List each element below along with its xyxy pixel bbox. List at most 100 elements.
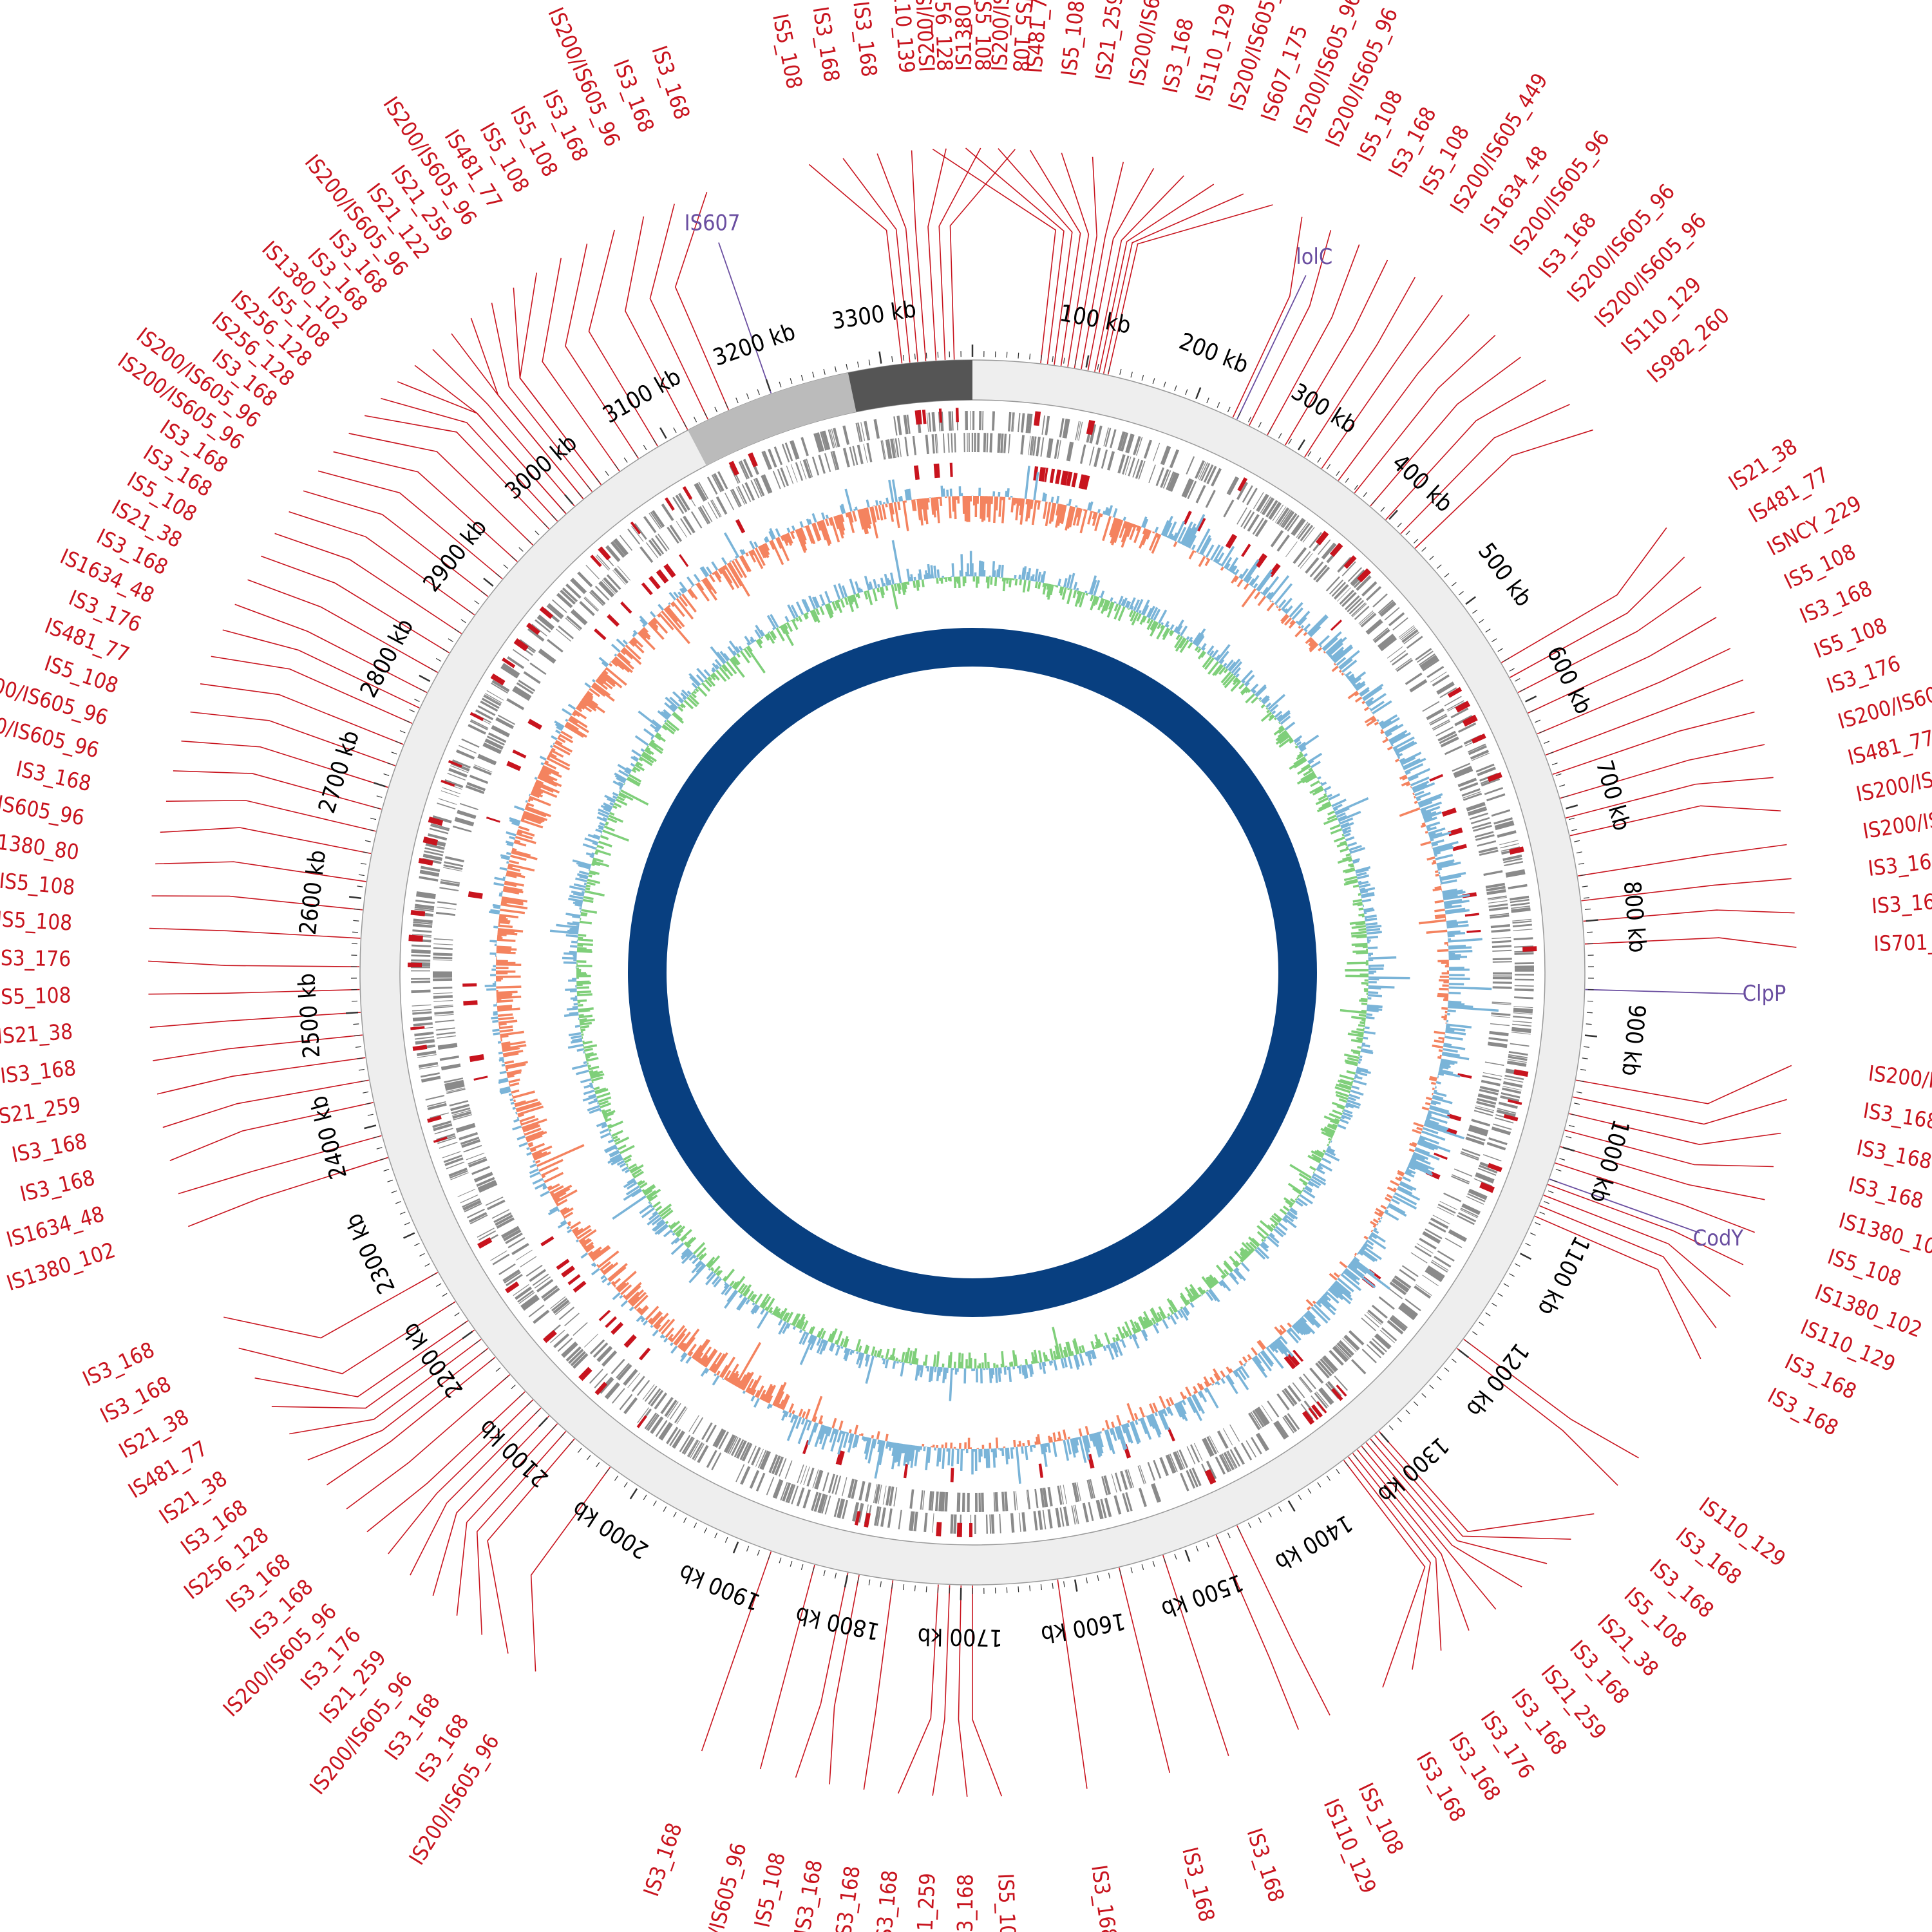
gene-feature	[812, 1469, 819, 1488]
is-callout-line	[260, 555, 450, 654]
gene-feature	[561, 1341, 577, 1357]
is-element-mark	[412, 1045, 428, 1051]
gene-feature	[1236, 482, 1248, 500]
gene-feature	[636, 1379, 650, 1396]
gene-feature	[860, 422, 866, 441]
gene-feature	[1430, 1261, 1448, 1273]
gene-feature	[550, 1296, 566, 1309]
gene-feature	[459, 744, 477, 754]
gene-feature	[822, 1472, 829, 1492]
gene-feature	[931, 412, 936, 432]
is-callout-line	[1547, 1184, 1744, 1265]
major-tick	[1562, 1146, 1575, 1152]
minor-tick	[1571, 829, 1578, 831]
gene-feature	[474, 1173, 493, 1183]
gene-feature	[541, 1285, 558, 1299]
is-element-mark	[486, 817, 500, 823]
tick-label: 1000 kb	[1585, 1117, 1634, 1206]
gene-feature	[1316, 1391, 1329, 1407]
gene-feature	[522, 1297, 540, 1311]
gene-feature	[415, 1039, 435, 1043]
major-tick	[348, 896, 362, 900]
gene-feature	[430, 824, 450, 831]
gene-feature	[1494, 1117, 1514, 1124]
is-callout-line	[1087, 167, 1155, 371]
gene-feature	[1125, 1492, 1133, 1511]
minor-tick	[1509, 668, 1515, 672]
minor-tick	[409, 709, 415, 713]
is-callout-line	[542, 258, 620, 472]
gene-feature	[1274, 1421, 1288, 1439]
gene-feature	[1514, 967, 1534, 969]
gene-feature	[1135, 437, 1143, 456]
major-tick	[403, 1232, 415, 1239]
gene-feature	[1468, 808, 1488, 816]
is-callout-line	[160, 827, 372, 855]
gene-feature	[1513, 1007, 1533, 1011]
gene-feature	[433, 938, 453, 941]
gene-feature	[1074, 1482, 1080, 1502]
gene-feature	[1513, 1006, 1533, 1009]
gene-feature	[893, 438, 897, 458]
gene-feature	[1223, 499, 1235, 518]
gene-feature	[1432, 719, 1450, 730]
gene-feature	[1511, 1028, 1531, 1034]
is-callout-line	[1578, 844, 1787, 876]
gene-feature	[857, 444, 864, 464]
is-element-mark	[1268, 563, 1281, 578]
minor-tick	[535, 1409, 540, 1414]
is-element-mark	[1311, 1404, 1323, 1418]
gene-feature	[1390, 1316, 1407, 1331]
gene-feature	[851, 1479, 857, 1499]
minor-tick	[724, 1537, 728, 1543]
gene-feature	[506, 697, 525, 710]
minor-tick	[1437, 1376, 1442, 1381]
gene-feature	[890, 439, 895, 459]
minor-tick	[914, 1585, 916, 1591]
gene-feature	[1487, 895, 1507, 900]
gene-feature	[1477, 1097, 1497, 1105]
gene-feature	[518, 1292, 535, 1304]
major-tick	[419, 674, 431, 682]
gene-feature	[1309, 1368, 1323, 1384]
gene-feature	[936, 433, 938, 453]
minor-tick	[1163, 1557, 1166, 1564]
gene-feature	[1042, 1488, 1046, 1508]
gene-feature	[1389, 1317, 1406, 1332]
is-callout-line	[1385, 379, 1546, 520]
gene-feature	[1398, 625, 1414, 638]
gene-feature	[828, 1473, 835, 1493]
gene-feature	[1042, 1510, 1046, 1530]
minor-tick	[354, 908, 361, 911]
gene-feature	[1133, 436, 1141, 455]
gene-feature	[849, 446, 855, 466]
minor-tick	[355, 1046, 362, 1048]
gene-feature	[457, 810, 477, 818]
minor-tick	[367, 829, 374, 831]
gene-feature	[711, 474, 722, 493]
minor-tick	[1307, 1488, 1312, 1494]
gene-feature	[1492, 972, 1512, 975]
is-element-mark	[1044, 468, 1048, 482]
is-callout-line	[998, 148, 1073, 365]
gene-feature	[773, 1479, 782, 1499]
gene-feature	[1405, 1298, 1421, 1312]
gene-feature	[1063, 1484, 1067, 1504]
gene-feature	[967, 433, 968, 453]
gene-feature	[631, 526, 644, 542]
gene-feature	[893, 416, 898, 436]
gene-feature	[1002, 1492, 1005, 1511]
is-callout-line	[1107, 204, 1273, 375]
gene-feature	[985, 1514, 988, 1534]
gene-feature	[1064, 419, 1070, 439]
gene-feature	[1498, 1101, 1518, 1109]
gene-feature	[1257, 1406, 1270, 1424]
gene-feature	[1452, 1174, 1470, 1183]
gene-feature	[1218, 1454, 1231, 1473]
is-callout-line	[1573, 1096, 1787, 1125]
is-element-mark	[1255, 553, 1267, 568]
minor-tick	[370, 817, 377, 820]
gene-feature	[1302, 527, 1315, 543]
gene-feature	[1387, 1321, 1403, 1334]
gene-feature	[1062, 419, 1068, 439]
